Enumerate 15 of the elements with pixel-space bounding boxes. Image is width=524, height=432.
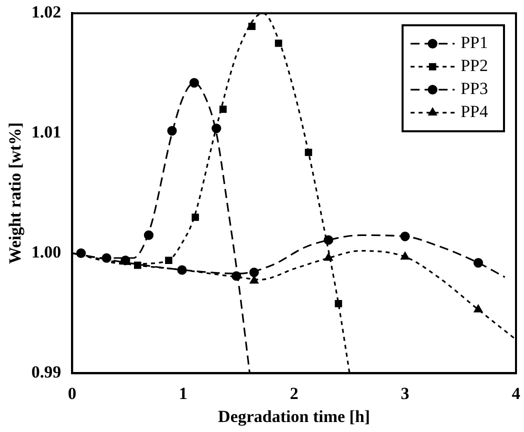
y-tick-label: 1.00 xyxy=(31,242,62,262)
x-tick-label: 1 xyxy=(178,384,188,403)
legend-label: PP1 xyxy=(460,33,488,52)
x-tick-label: 0 xyxy=(68,384,76,403)
x-axis-title: Degradation time [h] xyxy=(218,407,370,426)
legend-label: PP2 xyxy=(460,56,488,76)
y-tick-label: 1.02 xyxy=(31,2,62,22)
legend-label: PP4 xyxy=(460,102,488,122)
legend-label: PP3 xyxy=(460,79,488,98)
y-axis-title: Weight ratio [wt%] xyxy=(6,122,25,264)
x-tick-label: 2 xyxy=(290,384,298,403)
y-tick-label: 1.01 xyxy=(31,122,62,142)
x-tick-label: 3 xyxy=(400,384,410,403)
x-tick-label: 4 xyxy=(512,384,521,403)
y-tick-label: 0.99 xyxy=(31,362,62,382)
